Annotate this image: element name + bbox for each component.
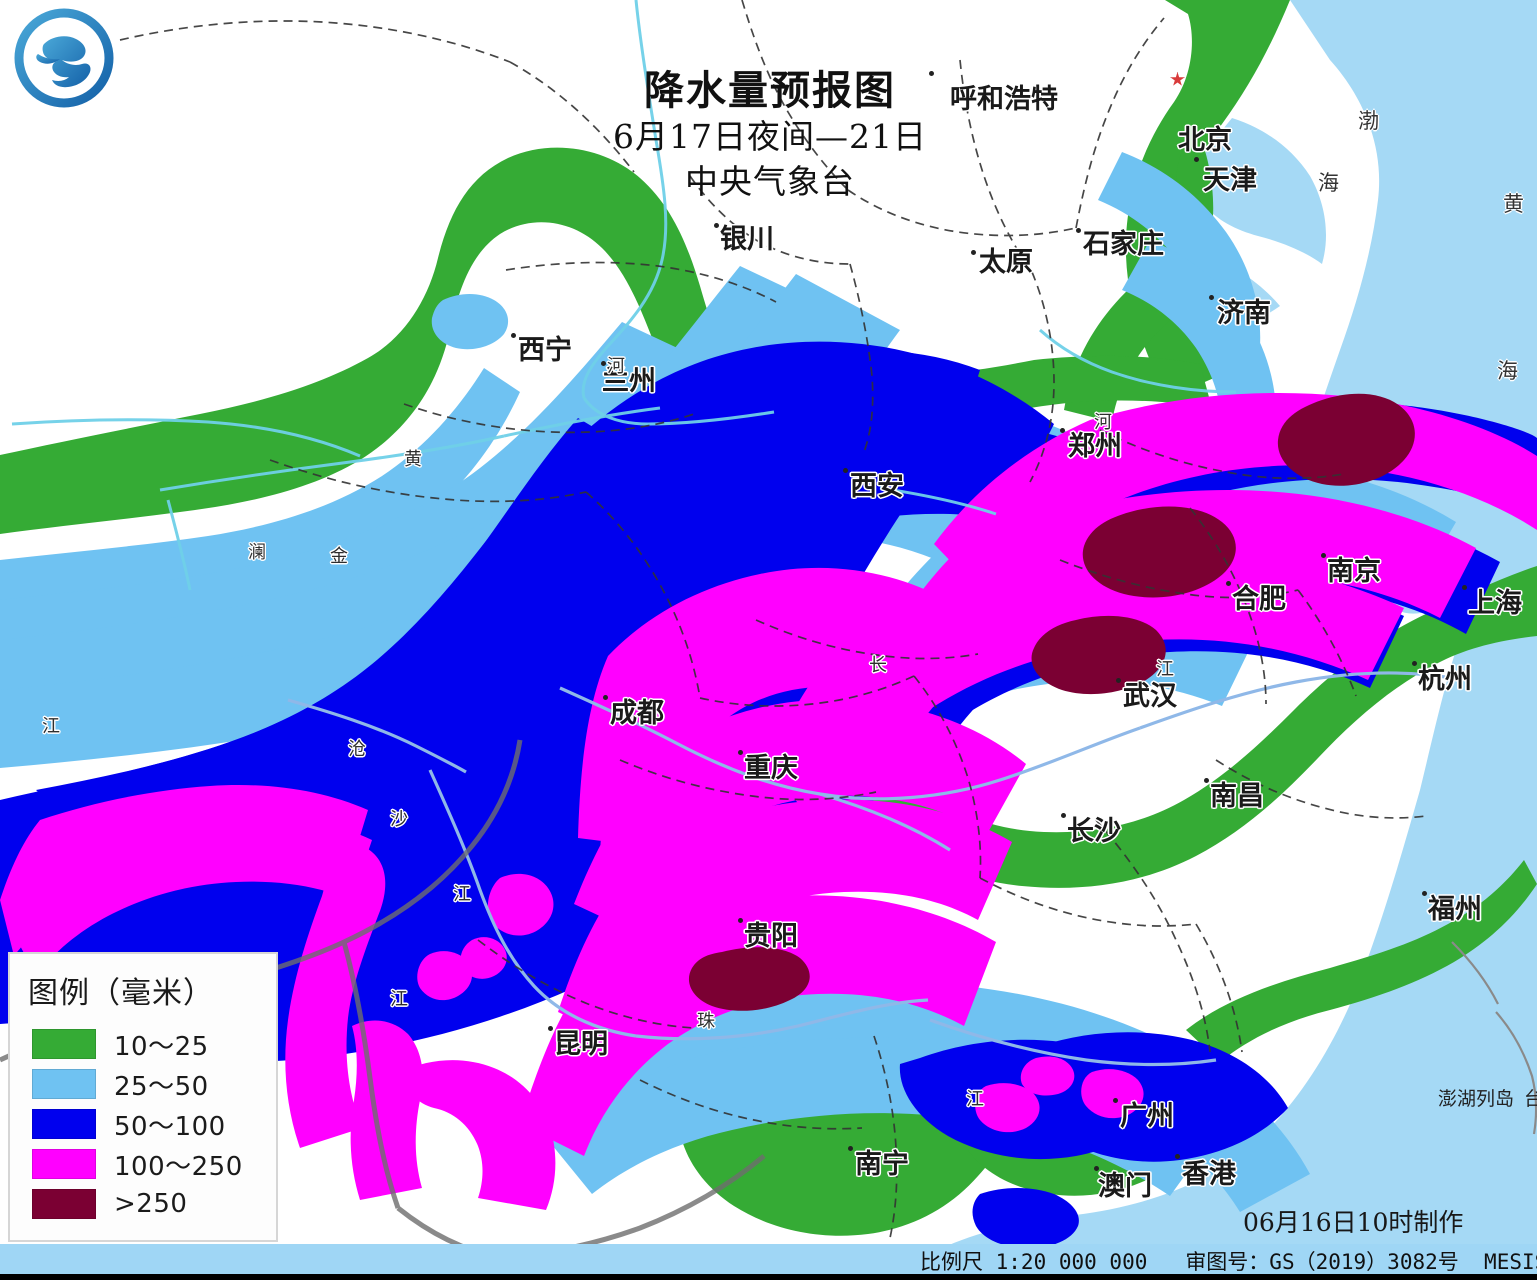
city-dot-marker (1422, 891, 1427, 896)
city-dot-marker (929, 71, 934, 76)
city-dot-marker (738, 750, 743, 755)
city-dot-marker (1412, 661, 1417, 666)
city-dot-marker (511, 333, 516, 338)
legend-color-swatch (32, 1069, 96, 1099)
legend-rows: 10～25 25～50 50～100 100～250 >250 (10, 1024, 276, 1224)
legend-color-swatch (32, 1149, 96, 1179)
map-review-no: 审图号：GS（2019）3082号 (1185, 1250, 1459, 1274)
legend-item-label: 25～50 (114, 1071, 209, 1102)
legend-color-swatch (32, 1109, 96, 1139)
city-dot-marker (1113, 1098, 1118, 1103)
city-dot-marker (1060, 428, 1065, 433)
legend-color-swatch (32, 1029, 96, 1059)
precip-band-over-250 (688, 393, 1415, 1011)
city-dot-marker (1094, 1166, 1099, 1171)
city-dot-marker (843, 468, 848, 473)
legend-item-label: 10～25 (114, 1031, 209, 1062)
legend-item-label: 50～100 (114, 1111, 226, 1142)
city-dot-marker (738, 918, 743, 923)
legend-color-swatch (32, 1189, 96, 1219)
coastline-detail (1451, 941, 1537, 1135)
city-dot-marker (1194, 157, 1199, 162)
city-dot-marker (848, 1146, 853, 1151)
legend-item: 50～100 (10, 1104, 276, 1144)
map-scale: 比例尺 1:20 000 000 (920, 1250, 1148, 1274)
footer-metadata: 比例尺 1:20 000 000 审图号：GS（2019）3082号 MESIS… (920, 1246, 1537, 1276)
legend-item-label: >250 (114, 1189, 188, 1219)
city-dot-marker (1116, 678, 1121, 683)
city-dot-marker (1321, 553, 1326, 558)
city-dot-marker (1226, 581, 1231, 586)
legend-item-label: 100～250 (114, 1151, 243, 1182)
city-dot-marker (971, 250, 976, 255)
city-dot-marker (1209, 295, 1214, 300)
production-timestamp: 06月16日10时制作 (1243, 1208, 1464, 1237)
legend-title: 图例（毫米） (28, 976, 214, 1011)
city-dot-marker (714, 223, 719, 228)
map-system-label: MESIS3.0 (1484, 1250, 1537, 1274)
yangtze-line (287, 671, 1453, 1067)
cma-dragon-logo (14, 8, 114, 108)
city-dot-marker (603, 695, 608, 700)
city-dot-marker (1175, 1154, 1180, 1159)
city-dot-marker (1204, 778, 1209, 783)
legend-item: 10～25 (10, 1024, 276, 1064)
river-lines (11, 0, 1237, 591)
bottom-black-strip (0, 1274, 1537, 1280)
legend-item: >250 (10, 1184, 276, 1224)
province-borders (119, 0, 1427, 1239)
city-dot-marker (1076, 228, 1081, 233)
legend-panel: 图例（毫米） 10～25 25～50 50～100 100～250 >250 (8, 952, 278, 1242)
city-dot-marker (1061, 813, 1066, 818)
legend-item: 100～250 (10, 1144, 276, 1184)
legend-item: 25～50 (10, 1064, 276, 1104)
city-dot-marker (601, 361, 606, 366)
city-dot-marker (1462, 585, 1467, 590)
city-dot-marker (548, 1026, 553, 1031)
